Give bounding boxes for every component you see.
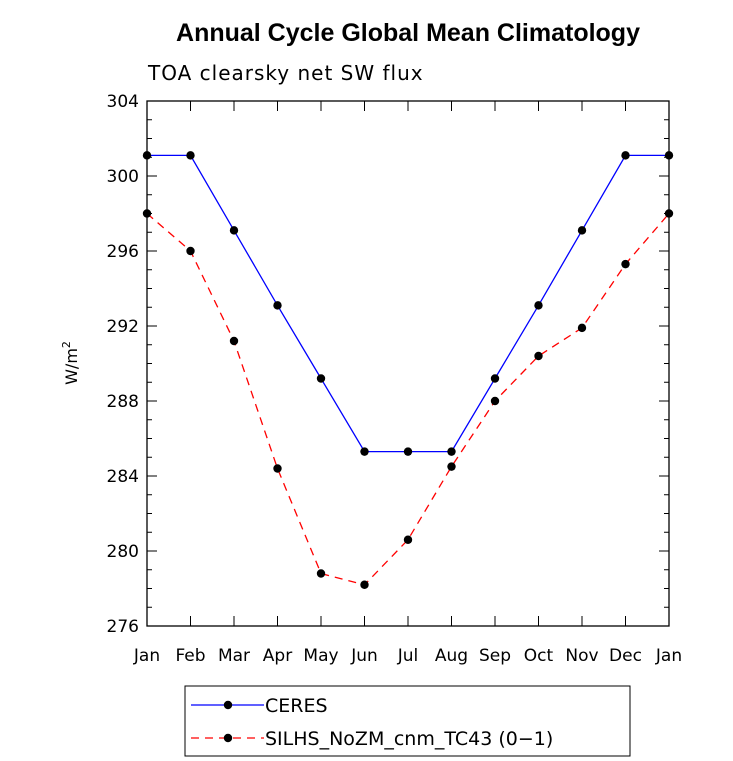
- y-tick-label: 288: [107, 392, 139, 412]
- legend-marker-0: [223, 700, 233, 710]
- series-1-point: [360, 580, 369, 589]
- series-1-point: [186, 246, 195, 256]
- legend-marker-1: [223, 733, 233, 743]
- legend-label-1: SILHS_NoZM_cnm_TC43 (0−1): [265, 728, 553, 750]
- y-axis-label: W/m2: [60, 341, 81, 385]
- x-tick-label: Sep: [479, 646, 511, 666]
- x-tick-label: Jul: [397, 646, 419, 666]
- legend-label-0: CERES: [265, 695, 328, 717]
- x-axis-ticks: Jan Feb Mar Apr May Jun Jul Aug Sep Oct Nov Dec Jan: [133, 101, 682, 666]
- series-1-point: [490, 396, 500, 406]
- x-tick-label: Jan: [655, 646, 682, 666]
- series-line-1: [146, 213, 670, 586]
- series-0-point: [447, 447, 456, 456]
- series-0-point: [186, 151, 195, 160]
- y-axis-label-superscript: 2: [60, 341, 73, 348]
- x-tick-label: Mar: [218, 646, 250, 666]
- series-1-point: [316, 569, 326, 578]
- plot-frame: [146, 100, 670, 627]
- series-0-point: [403, 447, 413, 456]
- x-tick-label: May: [303, 646, 338, 666]
- x-tick-label: Feb: [175, 646, 205, 666]
- legend: CERES SILHS_NoZM_cnm_TC43 (0−1): [184, 685, 631, 757]
- chart-title: Annual Cycle Global Mean Climatology: [176, 19, 640, 47]
- y-axis-ticks: 276 280 284 288 292 296 300 304: [107, 92, 669, 637]
- series-0-point: [490, 374, 500, 383]
- series-1-point: [577, 323, 587, 333]
- x-tick-label: Aug: [435, 646, 468, 666]
- series-0-point: [360, 447, 369, 456]
- y-tick-label: 300: [107, 167, 139, 187]
- series-1-point: [621, 259, 630, 269]
- series-1-point: [229, 336, 239, 346]
- y-tick-label: 284: [107, 467, 139, 487]
- series-1-point: [447, 462, 456, 471]
- x-tick-label: Jan: [133, 646, 160, 666]
- y-axis-label-base: W/m: [62, 348, 81, 385]
- series-0-point: [316, 374, 326, 383]
- y-tick-label: 280: [107, 542, 139, 562]
- y-tick-label: 304: [107, 92, 139, 112]
- series-0-point: [534, 301, 543, 310]
- x-tick-label: Nov: [565, 646, 598, 666]
- x-tick-label: Apr: [263, 646, 292, 666]
- series-1-point: [534, 351, 543, 361]
- y-tick-label: 296: [107, 242, 139, 262]
- x-tick-label: Oct: [524, 646, 554, 666]
- series-0-point: [229, 226, 239, 235]
- series-line-0: [147, 154, 669, 453]
- series-1-point: [403, 535, 413, 544]
- x-tick-label: Jun: [350, 646, 378, 666]
- y-tick-label: 276: [107, 617, 139, 637]
- series-0-point: [577, 226, 587, 235]
- legend-box: [184, 685, 631, 757]
- y-tick-label: 292: [107, 317, 139, 337]
- series-0-point: [621, 151, 630, 160]
- series-1-point: [273, 464, 282, 473]
- plot-series: [142, 151, 674, 589]
- series-0-point: [273, 301, 282, 310]
- x-tick-label: Dec: [609, 646, 642, 666]
- chart-subtitle: TOA clearsky net SW flux: [147, 61, 424, 85]
